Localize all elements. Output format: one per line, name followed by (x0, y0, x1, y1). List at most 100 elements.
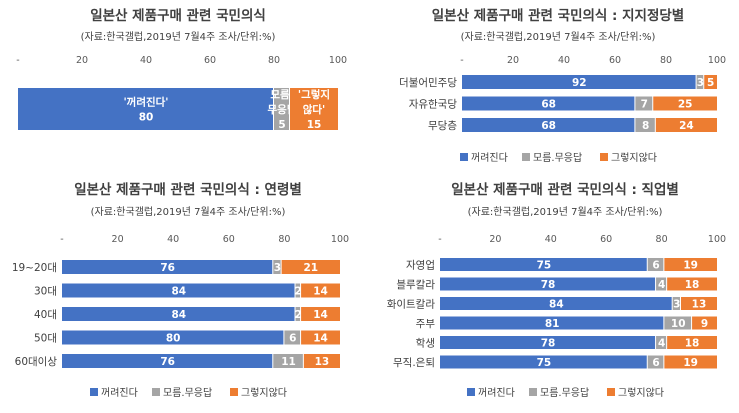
chart-title: 일본산 제품구매 관련 국민의식 : 직업별 (451, 181, 679, 198)
data-label: 80 (166, 333, 181, 345)
bar-segment (281, 260, 340, 274)
legend-unknown: 모름.무응답 (533, 152, 582, 164)
bar-segment (62, 260, 273, 274)
category-label: 주부 (416, 318, 436, 330)
data-label: 25 (678, 99, 693, 111)
bar-segment (295, 283, 301, 298)
data-label: 24 (679, 120, 694, 132)
data-label: 75 (537, 260, 552, 272)
x-tick-label: 100 (708, 55, 726, 66)
x-tick-label: - (16, 55, 19, 66)
bar-segment (301, 307, 340, 321)
data-label: 14 (313, 333, 328, 345)
category-label: 화이트칼라 (387, 298, 436, 311)
data-label: 14 (313, 309, 328, 321)
legend-not-reluctant-swatch (600, 153, 608, 161)
data-label: 11 (281, 356, 296, 368)
data-label: 2 (295, 286, 302, 298)
category-label: 자유한국당 (409, 99, 458, 111)
data-label: '꺼려진다' (123, 96, 168, 109)
chart-1: 일본산 제품구매 관련 국민의식 (자료:한국갤럽,2019년 7월4주 조사/단… (16, 7, 347, 131)
data-label: 84 (549, 299, 564, 311)
x-tick-label: - (460, 55, 463, 66)
chart-2: 일본산 제품구매 관련 국민의식 : 지지정당별 (자료:한국갤럽,2019년 7… (399, 7, 726, 164)
data-label: 13 (315, 356, 330, 368)
data-label: 81 (545, 318, 560, 330)
legend-reluctant-swatch (467, 388, 475, 396)
x-tick-label: 100 (331, 234, 349, 245)
bar-segment (440, 277, 656, 291)
legend-reluctant-swatch (460, 153, 468, 161)
category-label: 무직.은퇴 (393, 357, 435, 369)
chart-4: 일본산 제품구매 관련 국민의식 : 직업별 (자료:한국갤럽,2019년 7월4… (387, 181, 726, 399)
x-tick-label: 40 (140, 55, 152, 66)
x-tick-label: 80 (656, 234, 668, 245)
bar-segment (667, 336, 717, 349)
bar-segment (680, 297, 717, 310)
data-label: 80 (139, 112, 154, 124)
data-label: 5 (278, 119, 285, 131)
bar-segment (440, 336, 656, 349)
x-tick-label: 80 (660, 55, 672, 66)
bar-segment (635, 118, 655, 132)
category-label: 무당층 (428, 120, 457, 132)
legend-unknown-swatch (529, 388, 537, 396)
bar-segment (653, 96, 717, 111)
bar-segment (664, 316, 692, 330)
legend-unknown-swatch (152, 388, 160, 396)
bar-segment (284, 330, 301, 345)
x-tick-label: 40 (545, 234, 557, 245)
chart-title: 일본산 제품구매 관련 국민의식 (90, 7, 266, 24)
data-label: 7 (641, 99, 648, 111)
bar-segment (303, 354, 340, 368)
bar-segment (273, 260, 281, 274)
legend-unknown: 모름.무응답 (163, 387, 212, 399)
category-label: 60대이상 (15, 356, 58, 368)
data-label: 76 (160, 262, 175, 274)
category-label: 블루칼라 (396, 278, 435, 291)
bar-segment (656, 277, 667, 291)
bar-segment (440, 316, 664, 330)
bar-segment (462, 75, 696, 89)
data-label: 무응답 (268, 104, 297, 116)
x-tick-label: 40 (167, 234, 179, 245)
x-tick-label: 60 (600, 234, 612, 245)
data-label: 3 (274, 262, 281, 274)
legend-not-reluctant: 그렇지않다 (611, 151, 657, 164)
data-label: '그렇지 (298, 88, 330, 101)
bar-segment (647, 258, 664, 271)
x-tick-label: 20 (76, 55, 88, 66)
bar-segment (295, 307, 301, 321)
data-label: 19 (683, 260, 698, 272)
data-label: 21 (303, 262, 318, 274)
bar-segment (18, 88, 273, 130)
x-tick-label: 60 (223, 234, 235, 245)
x-tick-label: 100 (329, 55, 347, 66)
data-label: 78 (541, 279, 556, 291)
data-label: 13 (692, 299, 707, 311)
legend-not-reluctant: 그렇지않다 (618, 386, 664, 399)
data-label: 모름. (270, 89, 293, 101)
data-label: 18 (685, 279, 700, 291)
data-label: 않다' (303, 103, 326, 116)
bar-segment (62, 354, 273, 368)
x-tick-label: 20 (112, 234, 124, 245)
bar-segment (664, 355, 717, 369)
x-tick-label: - (60, 234, 63, 245)
category-label: 학생 (416, 338, 435, 350)
bar-segment (301, 283, 340, 298)
data-label: 4 (658, 279, 665, 291)
legend-not-reluctant: 그렇지않다 (241, 386, 287, 399)
category-label: 19~20대 (12, 262, 57, 274)
chart-subtitle: (자료:한국갤럽,2019년 7월4주 조사/단위:%) (468, 205, 663, 218)
legend: 꺼려진다 모름.무응답 그렇지않다 (467, 386, 664, 399)
data-label: 84 (171, 286, 186, 298)
bar-segment (667, 277, 717, 291)
bar-segment (462, 118, 635, 132)
bar-segment (301, 330, 340, 345)
x-tick-label: - (438, 234, 441, 245)
legend-unknown: 모름.무응답 (540, 387, 589, 399)
x-tick-label: 100 (708, 234, 726, 245)
bar-segment (664, 258, 717, 271)
data-label: 6 (652, 357, 659, 369)
